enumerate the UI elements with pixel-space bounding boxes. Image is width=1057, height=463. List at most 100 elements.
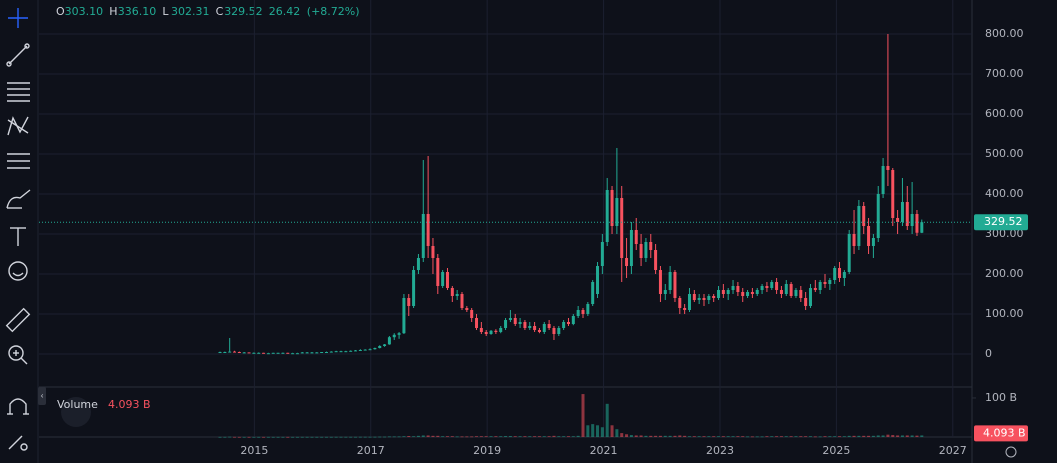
ohlc-value: 336.10 (118, 5, 157, 18)
candle-body (871, 238, 875, 246)
candle-body (910, 214, 914, 226)
volume-title: Volume (57, 398, 98, 411)
y-tick-label: 700.00 (985, 67, 1024, 80)
candle-body (867, 226, 871, 246)
candle-body (862, 206, 866, 226)
brush-tool[interactable] (6, 189, 31, 209)
candle-body (644, 242, 648, 258)
lock-draw-tool[interactable] (8, 435, 28, 451)
volume-bar (412, 436, 416, 438)
volume-bar (741, 436, 745, 438)
candle-body (262, 352, 266, 354)
candle-body (465, 308, 469, 310)
candle-body (523, 322, 527, 328)
volume-bar (857, 435, 861, 437)
volume-bar (445, 436, 449, 438)
candle-body (334, 351, 338, 353)
candle-body (431, 246, 435, 258)
pattern-tool[interactable] (7, 116, 29, 136)
volume-bar (421, 435, 425, 437)
candle-body (600, 242, 604, 266)
volume-bar (886, 434, 890, 437)
zoom-tool[interactable] (8, 345, 28, 365)
volume-bar (286, 436, 290, 438)
y-tick-label: 500.00 (985, 147, 1024, 160)
candle-body (852, 234, 856, 246)
candle-body (605, 190, 609, 242)
volume-bar (707, 436, 711, 438)
volume-bar (828, 436, 832, 438)
volume-bar (223, 436, 227, 438)
candle-body (349, 350, 353, 352)
candle-body (412, 270, 416, 306)
volume-bar (775, 436, 779, 438)
volume-bar (291, 436, 295, 438)
x-tick-label: 2015 (240, 444, 268, 457)
volume-bar (315, 436, 319, 438)
fib-tool[interactable] (7, 82, 30, 102)
y-tick-label: 300.00 (985, 227, 1024, 240)
candle-body (286, 352, 290, 354)
volume-bar (504, 436, 508, 437)
volume-bar (610, 425, 614, 437)
volume-bar (557, 436, 561, 438)
candle-body (421, 214, 425, 258)
candle-body (620, 198, 624, 258)
volume-bar (833, 436, 837, 438)
candle-body (320, 352, 324, 353)
volume-bar (441, 436, 445, 438)
candle-body (818, 282, 822, 290)
volume-bar (518, 436, 522, 438)
volume-bar (702, 436, 706, 438)
candle-body (310, 352, 314, 354)
volume-bar (552, 435, 556, 437)
candle-body (547, 324, 551, 328)
candle-body (697, 298, 701, 300)
candle-body (915, 214, 919, 233)
volume-bar (426, 435, 430, 437)
volume-bar (576, 435, 580, 437)
volume-bar (746, 436, 750, 438)
volume-bar (320, 436, 324, 438)
candle-body (770, 282, 774, 288)
volume-bar (692, 436, 696, 438)
candle-body (344, 351, 348, 353)
volume-bar (920, 435, 924, 437)
volume-bar (789, 436, 793, 438)
change-percent: (+8.72%) (307, 5, 360, 18)
candle-body (576, 310, 580, 316)
volume-bar (276, 436, 280, 438)
prediction-tool[interactable] (7, 153, 30, 169)
candle-body (784, 284, 788, 294)
x-tick-label: 2019 (473, 444, 501, 457)
settings-icon[interactable] (1005, 446, 1017, 458)
candle-body (295, 353, 299, 355)
volume-bar (871, 435, 875, 437)
candle-body (397, 333, 401, 335)
volume-bar (663, 435, 667, 437)
candle-body (455, 294, 459, 296)
x-tick-label: 2025 (822, 444, 850, 457)
x-tick-label: 2021 (590, 444, 618, 457)
trendline-tool[interactable] (6, 43, 30, 67)
y-tick-label: 0 (985, 347, 992, 360)
volume-bar (736, 436, 740, 438)
candle-body (441, 272, 445, 286)
ohlc-key: O (56, 5, 65, 18)
volume-bar (378, 436, 382, 438)
volume-bar (416, 435, 420, 437)
volume-bar (392, 436, 396, 438)
candle-body (649, 242, 653, 250)
crosshair-tool[interactable] (8, 8, 28, 28)
collapse-button[interactable] (38, 387, 46, 405)
candle-body (291, 353, 295, 355)
volume-bar (479, 436, 483, 438)
candle-body (542, 324, 546, 332)
ruler-tool[interactable] (5, 307, 31, 333)
emoji-tool[interactable] (8, 261, 28, 281)
volume-bar (717, 436, 721, 438)
volume-bar (625, 434, 629, 437)
text-tool[interactable] (10, 227, 26, 246)
magnet-tool[interactable] (7, 398, 29, 415)
candle-body (257, 352, 261, 354)
